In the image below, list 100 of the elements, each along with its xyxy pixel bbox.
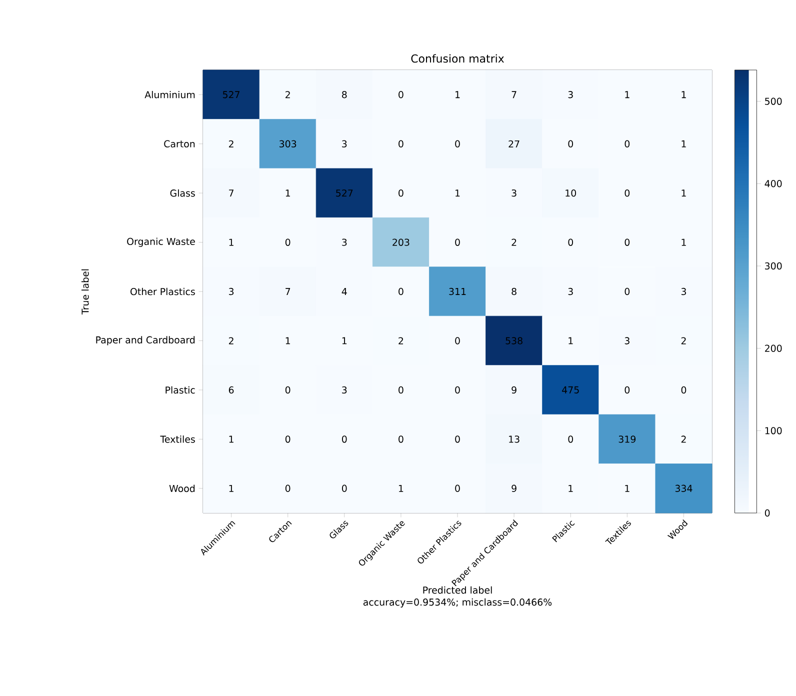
data-label: 0 — [398, 91, 404, 98]
data-label: 4 — [342, 288, 347, 295]
color-bar-label: 0 — [764, 509, 770, 517]
data-label: 0 — [624, 238, 630, 246]
data-label: 7 — [286, 288, 290, 295]
data-label: 9 — [512, 484, 516, 492]
data-label: 3 — [342, 140, 347, 148]
data-label: 0 — [568, 140, 573, 148]
data-label: 1 — [456, 190, 460, 197]
color-bar-label: 400 — [764, 180, 782, 188]
data-label: 1 — [625, 91, 630, 98]
data-label: 6 — [228, 386, 234, 394]
y-tick-label: Glass — [170, 189, 195, 197]
data-label: 3 — [512, 189, 516, 197]
data-label: 2 — [681, 436, 686, 443]
data-label: 2 — [228, 337, 234, 344]
data-label: 0 — [342, 484, 347, 492]
data-label: 9 — [512, 386, 516, 394]
data-label: 1 — [342, 337, 347, 344]
data-label: 1 — [398, 484, 404, 492]
data-label: 538 — [506, 337, 522, 344]
text: accuracy=0.9534%; misclass=0.0466% — [363, 598, 552, 608]
data-label: 2 — [512, 238, 516, 246]
y-tick-label: Wood — [169, 484, 195, 492]
data-label: 3 — [681, 288, 686, 296]
y-tick-label: Plastic — [166, 386, 195, 394]
y-axis-title: True label — [81, 269, 89, 315]
x-axis-title: Predicted label — [423, 586, 492, 594]
data-label: 1 — [286, 337, 290, 344]
data-label: 527 — [336, 189, 353, 197]
data-label: 0 — [398, 140, 404, 148]
y-tick-label: Organic Waste — [127, 238, 195, 247]
data-label: 7 — [512, 91, 516, 98]
data-label: 2 — [286, 91, 290, 98]
data-label: 311 — [449, 288, 466, 296]
color-bar-label: 200 — [765, 344, 782, 352]
data-label: 1 — [682, 91, 686, 98]
y-tick-label: Textiles — [160, 436, 195, 443]
data-label: 8 — [512, 288, 516, 296]
data-label: 0 — [455, 337, 460, 344]
data-label: 2 — [398, 337, 404, 344]
data-label: 7 — [229, 190, 234, 197]
data-label: 0 — [342, 436, 347, 443]
data-label: 1 — [286, 190, 290, 197]
data-label: 0 — [455, 436, 460, 443]
data-label: 1 — [229, 436, 234, 443]
data-label: 1 — [568, 484, 573, 492]
data-label: 13 — [509, 436, 520, 443]
data-label: 475 — [562, 386, 579, 394]
data-label: 0 — [285, 436, 290, 443]
data-label: 1 — [625, 484, 630, 492]
data-label: 0 — [455, 140, 460, 148]
data-label: 3 — [568, 288, 573, 296]
data-label: 1 — [682, 238, 686, 246]
color-bar-label: 500 — [765, 98, 782, 105]
data-label: 0 — [455, 238, 460, 246]
data-label: 527 — [222, 91, 240, 98]
data-label: 203 — [392, 238, 410, 246]
data-label: 0 — [455, 484, 460, 492]
data-label: 27 — [508, 140, 520, 148]
data-label: 0 — [285, 386, 290, 394]
data-label: 0 — [398, 288, 404, 296]
data-label: 3 — [624, 337, 630, 344]
y-tick-label: Other Plastics — [130, 288, 195, 296]
color-bar-label: 300 — [765, 262, 782, 270]
data-label: 0 — [398, 386, 404, 394]
data-label: 1 — [456, 91, 460, 98]
data-label: 0 — [624, 386, 630, 394]
y-tick-label: Paper and Cardboard — [96, 336, 195, 346]
data-label: 2 — [681, 337, 686, 344]
y-tick-label: Carton — [164, 140, 195, 148]
data-label: 334 — [675, 484, 692, 492]
color-bar-label: 100 — [765, 427, 782, 434]
data-label: 319 — [618, 436, 636, 443]
data-label: 2 — [228, 140, 234, 148]
data-label: 8 — [342, 91, 347, 98]
data-label: 3 — [342, 386, 347, 394]
data-label: 0 — [568, 238, 573, 246]
data-label: 3 — [228, 288, 234, 296]
data-label: 0 — [398, 189, 404, 197]
data-label: 0 — [624, 288, 630, 296]
y-tick-label: Aluminium — [144, 90, 195, 98]
data-label: 10 — [566, 189, 576, 197]
data-label: 1 — [682, 140, 686, 148]
chart-title: Confusion matrix — [411, 54, 504, 63]
data-label: 0 — [455, 386, 460, 394]
data-label: 1 — [229, 238, 234, 246]
data-label: 0 — [398, 436, 404, 443]
data-label: 3 — [342, 238, 347, 246]
data-label: 0 — [285, 238, 290, 246]
data-label: 3 — [568, 91, 573, 98]
data-label: 1 — [568, 337, 573, 344]
data-label: 0 — [624, 140, 630, 148]
data-label: 0 — [285, 484, 290, 492]
data-label: 0 — [568, 436, 573, 443]
data-label: 1 — [229, 484, 234, 492]
data-label: 303 — [280, 140, 296, 148]
data-label: 0 — [624, 189, 630, 197]
data-label: 0 — [681, 386, 686, 394]
data-label: 1 — [682, 190, 686, 197]
